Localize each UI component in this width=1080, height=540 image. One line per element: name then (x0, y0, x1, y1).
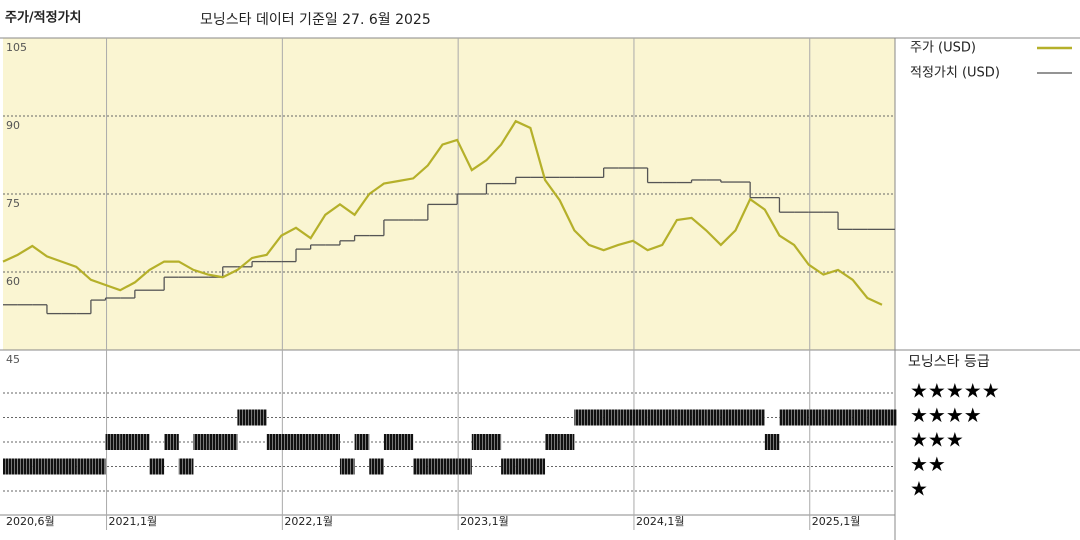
rating-bar (706, 409, 721, 426)
rating-bar (208, 434, 223, 450)
rating-bar (61, 458, 77, 475)
rating-bar (559, 434, 575, 450)
rating-bar (823, 409, 839, 426)
rating-bar (486, 434, 502, 450)
rating-bar (3, 458, 18, 475)
rating-bar (632, 409, 648, 426)
chart-title: 주가/적정가치 (5, 10, 82, 26)
rating-bar (852, 409, 868, 426)
rating-bar (222, 434, 238, 450)
rating-bar (237, 409, 253, 426)
rating-bar (339, 458, 355, 475)
rating-bar (413, 458, 428, 475)
rating-bar (46, 458, 62, 475)
rating-bar (90, 458, 106, 475)
rating-bar (457, 458, 472, 475)
rating-title: 모닝스타 등급 (908, 354, 990, 370)
rating-bar (794, 409, 809, 426)
rating-bar (530, 458, 546, 475)
rating-bar (618, 409, 633, 426)
rating-bar (662, 409, 677, 426)
rating-bar (808, 409, 824, 426)
rating-bar (354, 434, 370, 450)
rating-bar (882, 409, 897, 426)
x-tick-label: 2025,1월 (812, 515, 861, 528)
rating-bar (76, 458, 91, 475)
chart-subtitle: 모닝스타 데이터 기준일 27. 6월 2025 (200, 12, 431, 28)
rating-label: ★★★★★ (910, 379, 1000, 403)
rating-bar (720, 409, 736, 426)
rating-bar (398, 434, 414, 450)
rating-bar (296, 434, 311, 450)
y-tick-label: 105 (6, 41, 27, 54)
x-tick-label: 2023,1월 (460, 515, 509, 528)
rating-bar (178, 458, 194, 475)
x-tick-label: 2022,1월 (284, 515, 333, 528)
rating-label: ★★★★ (910, 403, 982, 427)
rating-bar (383, 434, 399, 450)
rating-bar (647, 409, 663, 426)
x-tick-label: 2020,6월 (6, 515, 55, 528)
rating-bar (764, 434, 780, 450)
rating-bar (193, 434, 209, 450)
rating-bar (149, 458, 165, 475)
x-tick-label: 2021,1월 (109, 515, 158, 528)
rating-bar (735, 409, 751, 426)
rating-bar (545, 434, 560, 450)
rating-bar (325, 434, 340, 450)
rating-bar (310, 434, 326, 450)
y-tick-label: 90 (6, 119, 20, 132)
rating-bar (574, 409, 589, 426)
rating-bar (471, 434, 487, 450)
rating-bar (603, 409, 619, 426)
rating-bar (501, 458, 516, 475)
rating-bar (134, 434, 150, 450)
rating-bar (750, 409, 765, 426)
rating-bar (427, 458, 443, 475)
rating-label: ★★ (910, 452, 946, 476)
rating-label: ★★★ (910, 428, 964, 452)
rating-bar (252, 409, 267, 426)
rating-bar (676, 409, 692, 426)
rating-bar (164, 434, 179, 450)
rating-bar (105, 434, 121, 450)
x-tick-label: 2024,1월 (636, 515, 685, 528)
rating-bar (266, 434, 282, 450)
rating-bar (589, 409, 604, 426)
rating-bar (515, 458, 531, 475)
y-tick-label: 75 (6, 197, 20, 210)
y-tick-label: 60 (6, 275, 20, 288)
rating-bar (867, 409, 882, 426)
legend-label: 주가 (USD) (910, 41, 976, 56)
rating-bar (838, 409, 853, 426)
rating-bar (32, 458, 47, 475)
rating-bar (442, 458, 458, 475)
y-tick-label: 45 (6, 353, 20, 366)
rating-bar (779, 409, 795, 426)
price-line (2, 119, 883, 306)
rating-bar (369, 458, 384, 475)
rating-bar (691, 409, 707, 426)
rating-label: ★ (910, 477, 928, 501)
rating-bar (17, 458, 33, 475)
legend-label: 적정가치 (USD) (910, 66, 1000, 81)
rating-bar (281, 434, 296, 450)
rating-bar (120, 434, 135, 450)
